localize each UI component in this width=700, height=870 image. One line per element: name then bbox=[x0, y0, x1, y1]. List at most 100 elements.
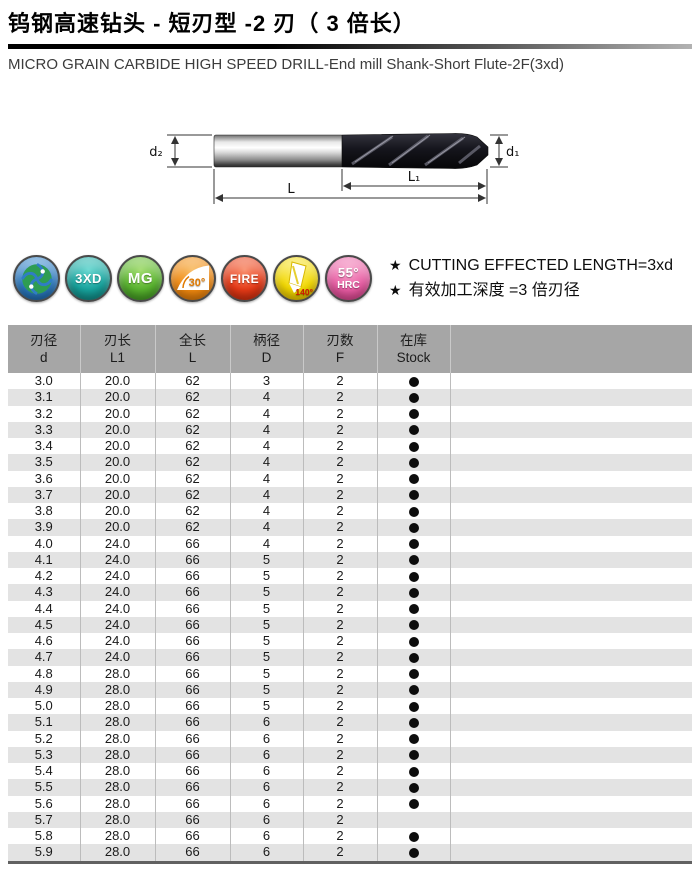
cell-empty bbox=[450, 731, 692, 747]
table-row: 3.1 20.0 62 4 2 bbox=[8, 389, 692, 406]
cell-d: 3.5 bbox=[8, 454, 81, 471]
cell-stock bbox=[377, 779, 451, 796]
cell-empty bbox=[450, 779, 692, 795]
cell-L1: 20.0 bbox=[80, 373, 156, 390]
cell-L: 66 bbox=[155, 616, 231, 633]
cell-d: 5.5 bbox=[8, 779, 81, 796]
cell-L: 66 bbox=[155, 844, 231, 862]
cell-F: 2 bbox=[303, 486, 378, 503]
cell-F: 2 bbox=[303, 584, 378, 601]
cell-F: 2 bbox=[303, 568, 378, 585]
feature-badges: 3XD MG 30° FIRE 140° 55° HRC bbox=[13, 255, 372, 302]
cell-L1: 20.0 bbox=[80, 503, 156, 520]
cell-empty bbox=[450, 454, 692, 470]
cell-d: 4.7 bbox=[8, 649, 81, 666]
cell-stock bbox=[377, 730, 451, 747]
badge-3xd-label: 3XD bbox=[75, 270, 102, 286]
cell-stock bbox=[377, 828, 451, 845]
cell-D: 6 bbox=[230, 746, 304, 763]
cell-L1: 24.0 bbox=[80, 600, 156, 617]
cell-F: 2 bbox=[303, 616, 378, 633]
table-row: 3.0 20.0 62 3 2 bbox=[8, 373, 692, 390]
badge-3xd: 3XD bbox=[65, 255, 112, 302]
table-row: 4.9 28.0 66 5 2 bbox=[8, 681, 692, 698]
cell-L: 66 bbox=[155, 600, 231, 617]
col-header-diameter: 刃径 d bbox=[8, 325, 81, 373]
cell-empty bbox=[450, 536, 692, 552]
cell-empty bbox=[450, 389, 692, 405]
pinwheel-logo-icon bbox=[20, 262, 53, 295]
title-divider bbox=[8, 44, 692, 49]
cell-d: 5.6 bbox=[8, 795, 81, 812]
cell-d: 4.3 bbox=[8, 584, 81, 601]
cell-L1: 20.0 bbox=[80, 438, 156, 455]
cell-L: 66 bbox=[155, 665, 231, 682]
star-icon: ★ bbox=[389, 257, 402, 273]
stock-dot bbox=[408, 636, 419, 647]
cell-L1: 20.0 bbox=[80, 470, 156, 487]
cell-d: 3.8 bbox=[8, 503, 81, 520]
col-header-en: Stock bbox=[396, 350, 431, 365]
cell-D: 4 bbox=[230, 470, 304, 487]
cell-empty bbox=[450, 373, 692, 389]
cell-L1: 24.0 bbox=[80, 584, 156, 601]
cell-D: 5 bbox=[230, 551, 304, 568]
cell-L: 66 bbox=[155, 730, 231, 747]
table-row: 5.4 28.0 66 6 2 bbox=[8, 763, 692, 780]
table-row: 4.7 24.0 66 5 2 bbox=[8, 649, 692, 666]
cell-D: 5 bbox=[230, 681, 304, 698]
cell-empty bbox=[450, 503, 692, 519]
cell-empty bbox=[450, 714, 692, 730]
col-header-en: D bbox=[261, 350, 272, 365]
cell-F: 2 bbox=[303, 633, 378, 650]
cell-stock bbox=[377, 649, 451, 666]
cell-L1: 24.0 bbox=[80, 535, 156, 552]
table-row: 4.4 24.0 66 5 2 bbox=[8, 600, 692, 617]
badge-point-angle: 140° bbox=[273, 255, 320, 302]
cell-empty bbox=[450, 552, 692, 568]
cell-stock bbox=[377, 486, 451, 503]
table-row: 4.8 28.0 66 5 2 bbox=[8, 665, 692, 682]
col-header-zh: 刃长 bbox=[104, 333, 131, 348]
col-header-en: F bbox=[335, 350, 345, 365]
stock-dot bbox=[408, 701, 419, 712]
cell-d: 4.9 bbox=[8, 681, 81, 698]
cell-D: 6 bbox=[230, 795, 304, 812]
cell-L1: 20.0 bbox=[80, 486, 156, 503]
cell-F: 2 bbox=[303, 535, 378, 552]
cell-empty bbox=[450, 698, 692, 714]
table-header-row: 刃径 d 刃长 L1 全长 L 柄径 D 刃数 F bbox=[8, 325, 692, 373]
cell-L1: 28.0 bbox=[80, 714, 156, 731]
cell-L: 62 bbox=[155, 373, 231, 390]
dimension-d1 bbox=[490, 134, 508, 168]
cell-d: 5.9 bbox=[8, 844, 81, 862]
cell-d: 5.8 bbox=[8, 828, 81, 845]
col-header-en: L bbox=[188, 350, 197, 365]
drill-flute bbox=[341, 133, 489, 169]
col-header-zh: 刃数 bbox=[326, 333, 354, 348]
dimension-L bbox=[213, 169, 486, 204]
cell-L: 66 bbox=[155, 698, 231, 715]
cell-F: 2 bbox=[303, 714, 378, 731]
cell-d: 4.5 bbox=[8, 616, 81, 633]
cell-stock bbox=[377, 844, 451, 862]
cell-empty bbox=[450, 633, 692, 649]
cell-empty bbox=[450, 649, 692, 665]
stock-dot bbox=[408, 457, 419, 468]
star-icon: ★ bbox=[389, 282, 402, 298]
stock-dot bbox=[408, 425, 419, 436]
stock-dot bbox=[408, 376, 419, 387]
cell-L1: 28.0 bbox=[80, 779, 156, 796]
cell-L1: 28.0 bbox=[80, 844, 156, 862]
cell-empty bbox=[450, 747, 692, 763]
cell-L1: 28.0 bbox=[80, 763, 156, 780]
cell-L: 66 bbox=[155, 714, 231, 731]
cell-F: 2 bbox=[303, 763, 378, 780]
col-header-empty bbox=[450, 325, 692, 373]
stock-dot bbox=[408, 652, 419, 663]
cell-L: 66 bbox=[155, 763, 231, 780]
cell-stock bbox=[377, 519, 451, 536]
table-row: 3.4 20.0 62 4 2 bbox=[8, 438, 692, 455]
cell-empty bbox=[450, 828, 692, 844]
